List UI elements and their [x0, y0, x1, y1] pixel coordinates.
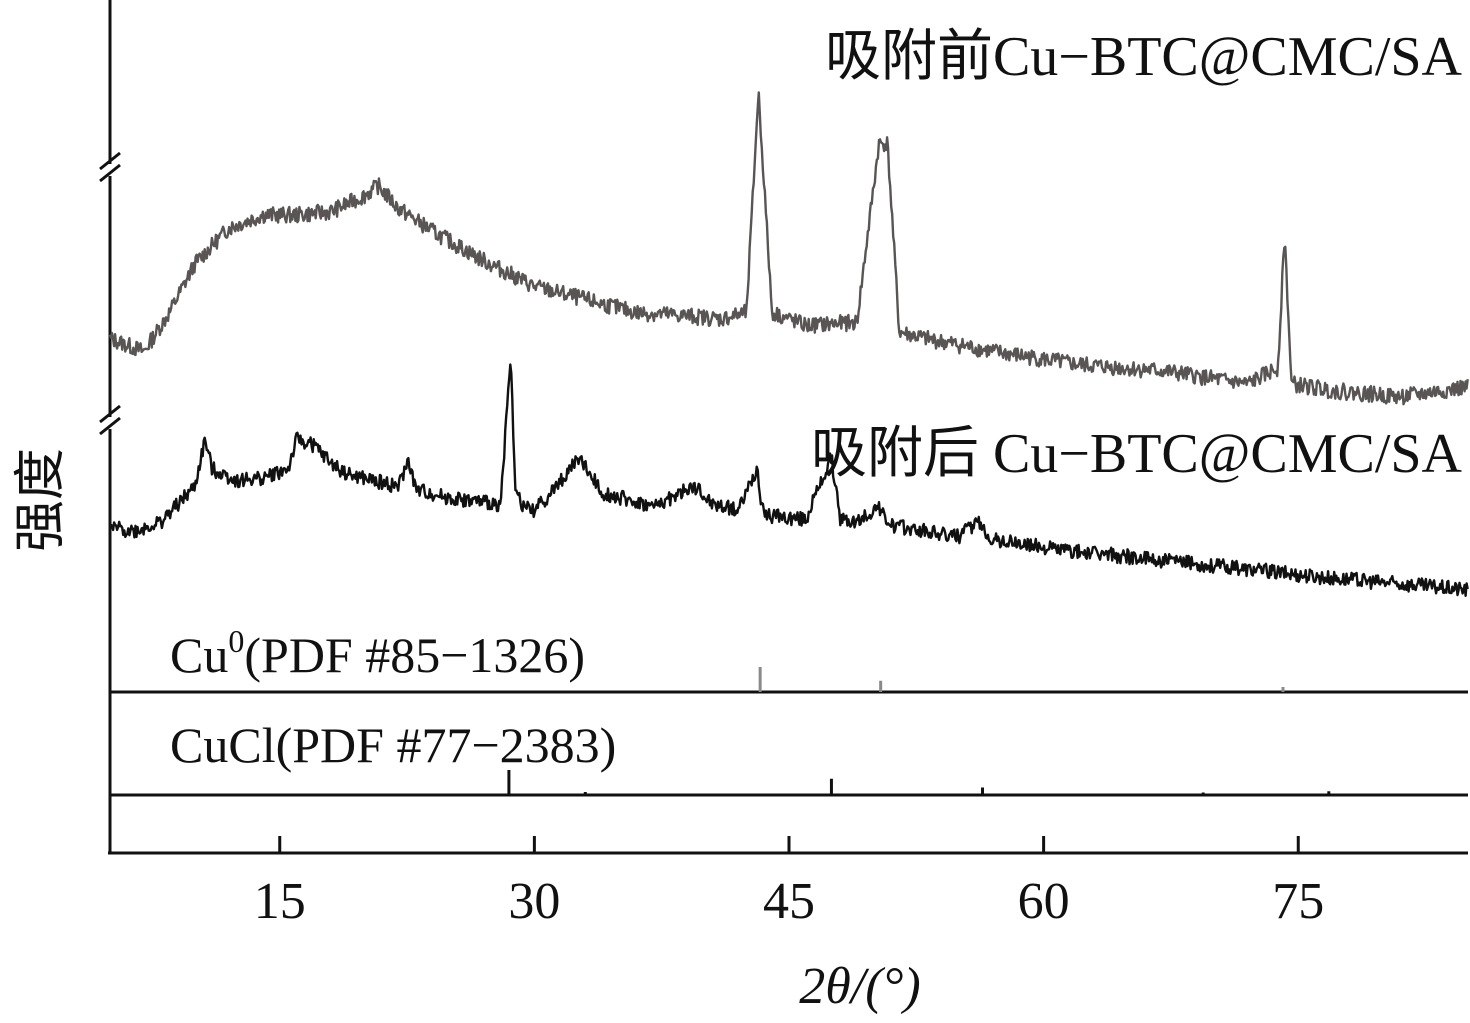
x-tick-label: 15 — [254, 873, 306, 930]
x-axis-label: 2θ/(°) — [799, 958, 920, 1015]
series-line-after — [108, 363, 1469, 597]
series-layer — [108, 91, 1469, 597]
x-tick-label: 60 — [1018, 873, 1070, 930]
x-axis-ticks: 15 30 45 60 75 — [254, 836, 1324, 930]
reference-label-cu-detail: (PDF #85−1326) — [244, 627, 585, 683]
series-line-before — [108, 91, 1469, 406]
y-axis — [99, 0, 121, 853]
y-axis-break-mark-bottom-b — [99, 416, 121, 436]
y-axis-break-mark-top-a — [99, 151, 121, 171]
reference-label-cu-superscript: 0 — [228, 623, 244, 659]
reference-label-cucl: CuCl(PDF #77−2383) — [170, 717, 616, 773]
reference-label-cucl-detail: (PDF #77−2383) — [276, 717, 617, 773]
y-axis-break-mark-top-b — [99, 163, 121, 183]
y-axis-break-mark-bottom-a — [99, 404, 121, 424]
reference-panels — [110, 667, 1468, 797]
x-tick-label: 30 — [508, 873, 560, 930]
series-label-before: 吸附前Cu−BTC@CMC/SA — [825, 26, 1463, 88]
reference-label-cucl-base: CuCl — [170, 717, 276, 773]
y-axis-label: 强度 — [13, 448, 70, 552]
x-tick-label: 75 — [1272, 873, 1324, 930]
reference-label-cu: Cu0(PDF #85−1326) — [170, 623, 585, 683]
reference-label-cu-base: Cu — [170, 627, 228, 683]
series-label-after: 吸附后 Cu−BTC@CMC/SA — [811, 423, 1463, 485]
x-tick-label: 45 — [763, 873, 815, 930]
